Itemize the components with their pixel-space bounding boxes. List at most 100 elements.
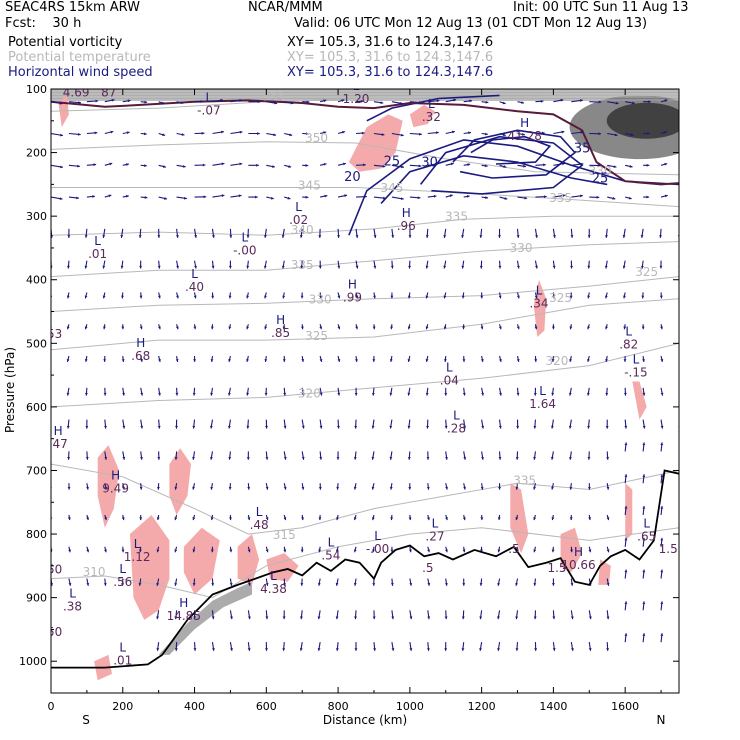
wind-contour-label: 30 <box>421 156 438 171</box>
wind-vector-head <box>247 582 251 586</box>
wind-vector-head <box>305 132 309 136</box>
wind-vector-head <box>400 197 404 201</box>
wind-vector-head <box>84 359 88 362</box>
wind-vector-head <box>230 648 233 651</box>
wind-vector-head <box>408 549 412 553</box>
wind-vector-head <box>104 549 107 553</box>
wind-vector-head <box>246 457 250 460</box>
wind-vector-head <box>174 549 178 553</box>
wind-vector-head <box>67 457 71 460</box>
wind-vector-head <box>622 235 626 238</box>
y-axis-label: Pressure (hPa) <box>3 347 17 433</box>
x-tick-label: 400 <box>184 700 205 713</box>
wind-vector-head <box>238 194 242 198</box>
theta-contour <box>51 187 679 208</box>
wind-vector-head <box>60 165 63 169</box>
wind-vector-head <box>210 486 214 490</box>
init-time: Init: 00 UTC Sun 11 Aug 13 <box>513 0 689 15</box>
wind-vector-head <box>138 549 142 553</box>
wind-vector-head <box>389 392 393 396</box>
wind-vector-head <box>540 99 544 103</box>
wind-vector-head <box>139 265 143 269</box>
pv-extremum-marker: H <box>402 206 411 220</box>
pv-extremum-marker: L <box>119 562 126 576</box>
wind-vector-head <box>264 359 268 362</box>
wind-vector-head <box>614 133 618 137</box>
wind-vector-head <box>467 163 471 167</box>
wind-vector-head <box>111 98 115 102</box>
pv-2pvu-contour <box>51 99 679 186</box>
theta-contour-label: 330 <box>309 292 332 306</box>
wind-vector-head <box>606 486 610 490</box>
wind-vector-head <box>157 235 161 238</box>
wind-vector-head <box>85 457 89 460</box>
wind-contour-label: 25 <box>592 171 609 186</box>
pv-extremum-marker: L <box>453 408 460 422</box>
theta-contour-label: 325 <box>635 265 658 279</box>
wind-vector-head <box>569 456 572 460</box>
wind-vector-head <box>462 326 466 330</box>
wind-vector-head <box>409 616 413 620</box>
wind-vector-head <box>211 583 215 586</box>
pv-extremum-value: 1.64 <box>529 397 556 411</box>
wind-vector-head <box>425 392 429 396</box>
wind-vector-head <box>200 100 204 103</box>
top-pv-band <box>51 89 679 101</box>
wind-vector-head <box>569 326 573 330</box>
wind-vector-head <box>157 425 161 429</box>
x-tick-label: 600 <box>256 700 277 713</box>
theta-contour-label: 350 <box>305 131 328 145</box>
wind-vector-head <box>587 326 590 330</box>
wind-vector-head <box>612 196 616 200</box>
wind-vector-head <box>86 549 90 553</box>
wind-vector-head <box>78 101 81 104</box>
wind-vector-head <box>175 235 179 238</box>
wind-vector-head <box>480 486 484 490</box>
wind-vector-head <box>417 196 421 200</box>
wind-vector-head <box>192 549 196 553</box>
wind-vector-head <box>174 517 178 521</box>
wind-vector-head <box>534 295 538 299</box>
wind-vector-head <box>481 425 485 429</box>
wind-vector-head <box>629 164 633 168</box>
wind-vector-head <box>480 326 484 330</box>
wind-vector-head <box>354 359 358 362</box>
wind-vector-head <box>176 295 179 299</box>
wind-vector-head <box>641 295 645 299</box>
wind-vector-head <box>373 648 377 651</box>
wind-vector-head <box>126 163 129 166</box>
wind-vector-head <box>533 616 537 620</box>
wind-vector-head <box>659 235 663 238</box>
wind-vector-head <box>371 486 375 490</box>
wind-vector-head <box>683 131 686 134</box>
wind-vector-head <box>156 549 160 553</box>
wind-vector-head <box>503 165 507 168</box>
wind-vector-head <box>76 196 79 200</box>
wind-vector-head <box>210 549 214 553</box>
wind-vector-head <box>390 265 394 269</box>
wind-speed-contour <box>419 135 584 195</box>
wind-vector-head <box>67 235 71 238</box>
theta-contour-label: 335 <box>445 210 468 224</box>
wind-vector-head <box>468 131 471 135</box>
wind-vector-head <box>569 517 573 521</box>
wind-vector-head <box>499 359 502 362</box>
wind-vector-head <box>515 648 519 651</box>
wind-vector-head <box>516 425 520 429</box>
wind-vector-head <box>337 359 341 362</box>
wind-vector-head <box>623 359 627 362</box>
pv-extremum-value: .99 <box>343 290 362 304</box>
pv-extremum-marker: H <box>54 424 63 438</box>
wind-vector-head <box>121 549 125 553</box>
wind-vector-head <box>642 425 646 429</box>
pv-shade-region <box>632 381 647 420</box>
wind-vector-head <box>371 425 375 429</box>
wind-vector-head <box>274 101 278 105</box>
wind-vector-head <box>407 456 411 460</box>
pv-extremum-marker: L <box>206 90 213 104</box>
wind-vector-head <box>419 100 422 104</box>
theta-contour-label: 335 <box>549 191 572 205</box>
wind-vector-head <box>569 295 573 299</box>
theta-contour <box>51 215 679 236</box>
model-title: SEAC4RS 15km ARW <box>5 0 141 15</box>
